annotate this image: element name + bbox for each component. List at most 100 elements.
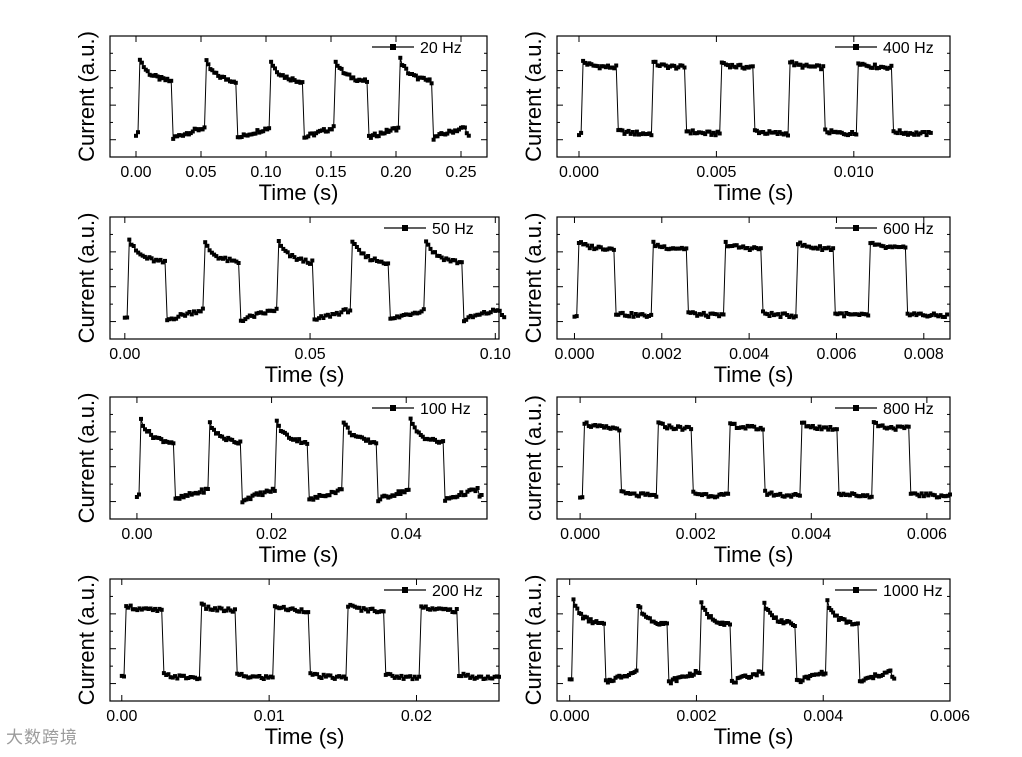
data-point xyxy=(164,673,169,677)
data-point xyxy=(246,675,251,680)
data-point xyxy=(878,423,883,428)
data-point xyxy=(319,493,324,498)
data-point xyxy=(938,313,943,318)
data-point xyxy=(441,258,446,263)
data-point xyxy=(392,675,397,680)
data-point xyxy=(835,312,840,317)
data-point xyxy=(789,313,794,318)
data-point xyxy=(586,424,591,429)
data-point xyxy=(265,308,270,313)
data-point xyxy=(339,487,344,492)
data-point xyxy=(366,437,371,442)
data-point xyxy=(792,63,797,68)
data-point xyxy=(879,243,884,248)
data-point xyxy=(894,244,899,249)
data-point xyxy=(739,245,744,250)
data-point xyxy=(719,312,724,317)
data-point xyxy=(122,674,126,679)
data-point xyxy=(333,59,338,64)
data-point xyxy=(778,491,783,496)
data-point xyxy=(352,604,357,609)
data-point xyxy=(264,674,268,679)
data-point xyxy=(252,314,257,319)
data-point xyxy=(176,314,181,319)
data-point xyxy=(826,245,831,250)
data-point xyxy=(701,310,706,315)
data-point xyxy=(257,674,262,678)
data-point xyxy=(416,430,421,435)
legend-label: 20 Hz xyxy=(420,40,462,57)
data-point xyxy=(603,247,608,252)
data-point xyxy=(372,131,377,136)
data-point xyxy=(665,426,670,431)
data-point xyxy=(285,250,290,255)
data-point xyxy=(601,247,605,252)
data-point xyxy=(672,676,677,681)
y-axis-label: Current (a.u.) xyxy=(521,575,546,706)
data-point xyxy=(843,493,848,497)
data-point xyxy=(828,425,833,429)
data-point xyxy=(261,129,266,134)
data-point xyxy=(470,315,475,320)
data-point xyxy=(408,416,413,421)
data-point xyxy=(417,674,422,679)
chart-panel-200hz: 0.00 0.01 0.02 Time (s) Current (a.u.) 200 Hz xyxy=(74,575,501,749)
data-point xyxy=(276,239,281,243)
data-point xyxy=(831,130,836,135)
data-point xyxy=(637,132,641,137)
data-point xyxy=(903,130,908,135)
data-point xyxy=(234,259,239,264)
data-point xyxy=(898,424,902,429)
data-point xyxy=(295,439,300,444)
data-point xyxy=(808,64,813,69)
data-point xyxy=(275,70,279,75)
data-point xyxy=(424,239,429,244)
data-point xyxy=(893,130,898,135)
x-tick-label: 0.04 xyxy=(391,526,422,543)
legend-label: 600 Hz xyxy=(883,221,934,238)
data-point xyxy=(643,132,648,137)
data-point xyxy=(632,132,637,137)
x-tick-label: 0.10 xyxy=(480,346,511,363)
data-point xyxy=(704,492,709,497)
data-point xyxy=(787,315,792,319)
data-point xyxy=(835,130,840,135)
data-point xyxy=(691,489,696,494)
data-point xyxy=(468,313,473,318)
data-point xyxy=(285,432,289,437)
data-point xyxy=(429,81,434,86)
data-point xyxy=(634,129,639,134)
data-point xyxy=(267,308,272,313)
data-point xyxy=(781,132,786,137)
data-point xyxy=(398,55,403,60)
data-point xyxy=(290,606,295,611)
data-point xyxy=(596,244,601,249)
data-point xyxy=(592,247,597,252)
data-point xyxy=(811,246,816,251)
data-point xyxy=(713,133,718,138)
data-point xyxy=(156,258,161,263)
data-point xyxy=(394,128,399,133)
data-point xyxy=(341,674,346,679)
data-point xyxy=(765,312,770,317)
data-point xyxy=(129,242,134,247)
data-point xyxy=(712,312,717,316)
data-point xyxy=(321,127,326,132)
data-point xyxy=(730,62,735,67)
data-point xyxy=(942,315,947,319)
data-point xyxy=(829,608,834,613)
data-point xyxy=(145,69,150,74)
data-point xyxy=(655,242,660,247)
data-point xyxy=(754,128,759,133)
data-point xyxy=(279,605,284,610)
data-point xyxy=(846,133,850,138)
data-point xyxy=(434,606,439,611)
data-point xyxy=(160,260,165,265)
data-point xyxy=(428,246,433,251)
data-point xyxy=(573,603,578,608)
data-point xyxy=(697,312,702,317)
series-line xyxy=(124,239,505,323)
data-point xyxy=(305,260,310,265)
data-point xyxy=(569,677,574,682)
x-axis-label: Time (s) xyxy=(714,542,794,567)
